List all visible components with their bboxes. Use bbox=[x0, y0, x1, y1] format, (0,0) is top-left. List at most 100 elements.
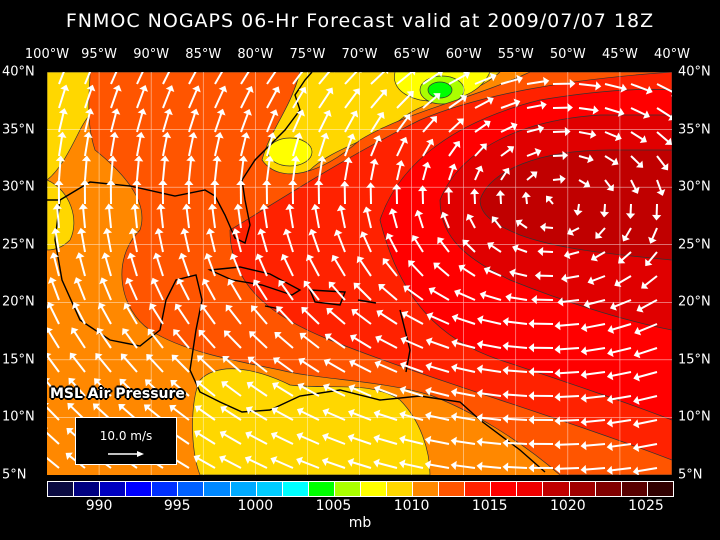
pressure-map bbox=[47, 72, 672, 475]
wind-vector-head bbox=[537, 124, 545, 134]
wind-vector bbox=[584, 443, 606, 447]
wind-vector-head bbox=[251, 305, 259, 313]
wind-vector bbox=[611, 395, 632, 401]
wind-vector bbox=[110, 72, 118, 85]
wind-vector-head bbox=[132, 179, 142, 186]
colorbar-tick-label: 990 bbox=[85, 498, 113, 514]
wind-vector bbox=[432, 289, 450, 301]
wind-vector-head bbox=[606, 465, 613, 475]
wind-vector-head bbox=[346, 133, 356, 141]
wind-vector bbox=[377, 461, 398, 469]
wind-vector bbox=[106, 232, 112, 253]
wind-vector-head bbox=[311, 203, 321, 211]
wind-vector-head bbox=[52, 203, 62, 210]
wind-vector-head bbox=[102, 227, 113, 235]
wind-vector-head bbox=[362, 206, 372, 214]
wind-vector-head bbox=[246, 381, 254, 390]
wind-vector-head bbox=[75, 252, 85, 259]
wind-vector bbox=[253, 308, 268, 325]
wind-vector bbox=[518, 221, 528, 229]
wind-vector-head bbox=[606, 371, 614, 381]
colorbar-swatch bbox=[569, 482, 596, 496]
puerto-rico-outline bbox=[357, 299, 377, 304]
wind-vector bbox=[292, 72, 304, 85]
wind-vector-head bbox=[123, 302, 132, 310]
wind-vector-head bbox=[444, 186, 454, 193]
wind-vector-head bbox=[296, 109, 305, 117]
wind-vector-head bbox=[317, 155, 327, 162]
wind-vector bbox=[570, 227, 580, 233]
wind-vector bbox=[197, 457, 216, 469]
colorbar-swatch bbox=[334, 482, 361, 496]
wind-vector-head bbox=[245, 406, 254, 415]
wind-vector-head bbox=[174, 303, 183, 311]
wind-vector-head bbox=[502, 167, 510, 175]
wind-vector-head bbox=[220, 405, 228, 414]
wind-vector bbox=[200, 332, 216, 349]
wind-vector bbox=[558, 395, 580, 399]
wind-vector-head bbox=[433, 93, 441, 101]
wind-vector bbox=[429, 439, 450, 445]
wind-vector bbox=[84, 112, 91, 133]
wind-vector bbox=[100, 306, 112, 325]
wind-vector-head bbox=[437, 237, 445, 245]
wind-vector-head bbox=[652, 214, 662, 221]
wind-vector-head bbox=[476, 413, 483, 423]
wind-vector bbox=[162, 112, 170, 133]
wind-vector-head bbox=[323, 383, 331, 392]
wind-vector bbox=[500, 171, 508, 181]
wind-vector-head bbox=[414, 209, 424, 217]
wind-vector bbox=[288, 208, 294, 229]
wind-vector bbox=[378, 337, 398, 349]
wind-vector bbox=[110, 112, 118, 133]
wind-vector-head bbox=[668, 114, 672, 121]
wind-vector bbox=[620, 251, 632, 262]
wind-vector bbox=[429, 340, 450, 349]
colorbar-tick-label: 1005 bbox=[315, 498, 352, 514]
wind-vector-head bbox=[222, 355, 230, 364]
wind-vector bbox=[344, 72, 358, 85]
wind-vector-head bbox=[426, 138, 435, 146]
latitude-label: 5°N bbox=[2, 467, 27, 483]
wind-vector bbox=[483, 293, 502, 301]
wind-vector bbox=[499, 194, 502, 205]
wind-vector-head bbox=[340, 180, 350, 187]
wind-vector-head bbox=[587, 276, 595, 285]
wind-vector bbox=[162, 72, 171, 85]
wind-vector bbox=[526, 104, 543, 109]
wind-vector-head bbox=[49, 252, 59, 259]
wind-vector-head bbox=[231, 228, 241, 235]
wind-vector bbox=[344, 137, 353, 157]
longitude-label: 40°W bbox=[654, 47, 690, 62]
wind-vector bbox=[651, 227, 658, 240]
longitude-label: 95°W bbox=[81, 47, 118, 62]
wind-vector-head bbox=[463, 72, 471, 80]
latitude-label: 15°N bbox=[678, 352, 711, 368]
wind-vector bbox=[110, 136, 116, 157]
wind-vector-head bbox=[297, 382, 305, 391]
wind-vector bbox=[47, 406, 60, 421]
wind-vector bbox=[104, 256, 112, 277]
colorbar-swatch bbox=[230, 482, 257, 496]
wind-vector-head bbox=[567, 102, 573, 113]
wind-vector bbox=[630, 179, 637, 191]
wind-reference-label: 10.0 m/s bbox=[99, 429, 153, 443]
wind-vector-head bbox=[252, 279, 261, 287]
wind-vector-head bbox=[606, 184, 614, 192]
latitude-label: 10°N bbox=[2, 409, 35, 425]
wind-vector bbox=[526, 80, 545, 85]
wind-vector-head bbox=[425, 386, 432, 396]
wind-vector-head bbox=[451, 363, 458, 373]
wind-vector-head bbox=[264, 155, 274, 162]
wind-vector bbox=[84, 159, 88, 181]
wind-vector-head bbox=[291, 155, 301, 162]
wind-vector-head bbox=[614, 132, 622, 142]
wind-vector-head bbox=[150, 277, 160, 285]
wind-vector bbox=[611, 323, 632, 331]
wind-vector bbox=[58, 159, 62, 181]
wind-vector bbox=[199, 357, 216, 373]
wind-vector bbox=[404, 313, 424, 325]
wind-vector bbox=[155, 256, 164, 277]
wind-vector bbox=[637, 467, 658, 473]
wind-vector-head bbox=[580, 464, 587, 475]
